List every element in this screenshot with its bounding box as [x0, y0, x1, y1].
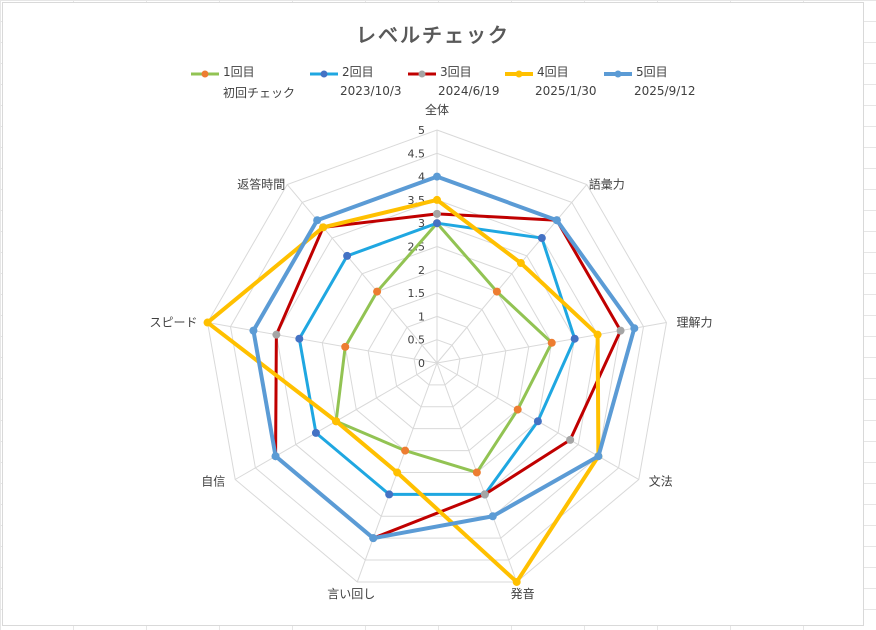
grid-ring: [207, 129, 667, 583]
data-point: [319, 223, 328, 232]
grid-ring: [390, 315, 484, 408]
data-point: [488, 512, 497, 521]
legend-series-date: 2023/10/3: [340, 84, 402, 98]
data-point: [343, 251, 352, 260]
axis-label: 返答時間: [237, 177, 285, 192]
data-point: [295, 334, 304, 343]
tick-label: 4: [418, 171, 425, 184]
chart-title: レベルチェック: [356, 23, 510, 47]
legend-marker-3: [408, 70, 436, 78]
data-point: [593, 330, 602, 339]
data-point: [594, 452, 603, 461]
axis-label: 自信: [201, 475, 225, 489]
data-point: [566, 435, 575, 444]
legend-series-date: 2025/1/30: [535, 84, 597, 98]
grid-ring: [321, 245, 553, 473]
grid-ring: [367, 292, 507, 430]
tick-label: 2: [418, 264, 425, 277]
data-point: [203, 318, 212, 327]
radar-plot: 00.511.522.533.544.55全体語彙力理解力文法発音言い回し自信ス…: [150, 102, 713, 601]
axis-label: 言い回し: [327, 587, 375, 601]
data-point: [472, 468, 481, 477]
series-line: [334, 221, 554, 474]
grid-spoke: [286, 184, 438, 364]
data-point: [341, 342, 350, 351]
tick-label: 3: [418, 217, 425, 230]
data-point: [516, 259, 525, 268]
axis-label: 全体: [425, 102, 449, 117]
legend-series-name: 3回目: [440, 65, 472, 79]
data-point: [513, 405, 522, 414]
data-point: [570, 334, 579, 343]
data-point: [433, 219, 441, 228]
axis-label: 発音: [511, 586, 535, 601]
data-point: [433, 209, 441, 218]
axis-label: 語彙力: [589, 177, 625, 192]
grid-spoke: [436, 184, 588, 364]
data-point: [373, 287, 382, 296]
legend-marker-4: [505, 70, 533, 78]
grid-ring: [413, 339, 461, 386]
series-line: [297, 221, 577, 496]
series-line: [274, 212, 623, 540]
legend-series-name: 2回目: [342, 65, 374, 79]
tick-label: 0.5: [408, 334, 426, 347]
grid-spoke: [207, 322, 438, 364]
data-point: [272, 330, 281, 339]
series-line: [205, 197, 601, 584]
grid-ring: [275, 199, 599, 517]
data-point: [271, 452, 280, 461]
data-point: [385, 490, 394, 499]
data-point: [313, 216, 322, 225]
data-point: [369, 534, 378, 543]
data-point: [332, 417, 341, 426]
legend-series-date: 2024/6/19: [438, 84, 500, 98]
data-point: [433, 195, 441, 204]
tick-label: 0: [418, 357, 425, 370]
tick-label: 1: [418, 310, 425, 323]
data-point: [311, 428, 320, 437]
legend-series-date: 初回チェック: [223, 86, 296, 100]
data-point: [547, 338, 556, 347]
data-point: [512, 577, 521, 586]
data-point: [616, 326, 625, 335]
data-point: [401, 446, 410, 455]
grid-ring: [229, 152, 645, 561]
legend-series-date: 2025/9/12: [634, 84, 696, 98]
chart-area[interactable]: レベルチェック 1回目 初回チェック 2回目 2023/10/3 3回目 202…: [2, 2, 864, 626]
legend-marker-5: [604, 70, 632, 78]
data-point: [552, 216, 561, 225]
data-point: [492, 287, 501, 296]
data-point: [537, 234, 546, 243]
axis-label: 理解力: [676, 316, 712, 330]
data-point: [630, 324, 639, 333]
data-point: [249, 326, 258, 335]
tick-label: 4.5: [408, 147, 426, 160]
legend-marker-2: [310, 70, 338, 78]
data-point: [480, 490, 489, 499]
tick-label: 1.5: [408, 287, 426, 300]
legend-series-name: 5回目: [636, 65, 668, 79]
legend-series-name: 1回目: [223, 65, 255, 79]
data-point: [393, 468, 402, 477]
series-line: [251, 174, 637, 541]
legend-series-name: 4回目: [537, 65, 569, 79]
data-point: [433, 172, 441, 181]
axis-label: スピード: [150, 316, 198, 330]
legend-marker-1: [191, 70, 219, 78]
tick-label: 5: [418, 124, 425, 137]
axis-label: 文法: [649, 474, 673, 489]
data-point: [533, 417, 542, 426]
